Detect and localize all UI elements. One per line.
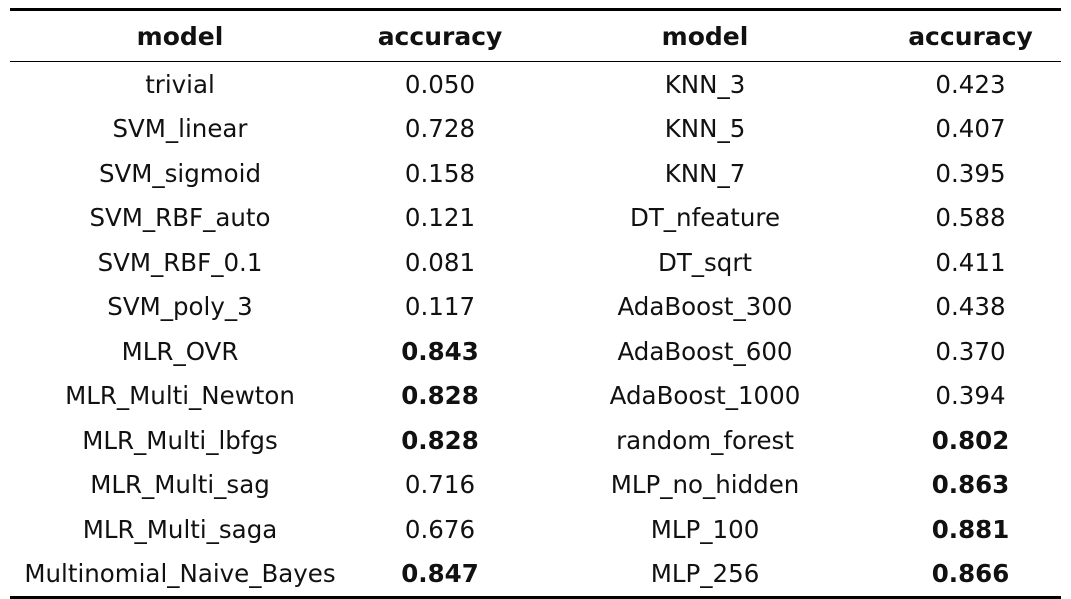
accuracy-cell-right: 0.588 (935, 203, 1006, 233)
table-row: MLR_Multi_Newton 0.828 AdaBoost_1000 0.394 (10, 374, 1061, 419)
header-accuracy-right: accuracy (908, 21, 1033, 51)
model-cell-right: MLP_256 (650, 559, 760, 589)
table-row: MLR_Multi_sag 0.716 MLP_no_hidden 0.863 (10, 463, 1061, 508)
header-model-right: model (661, 21, 749, 51)
accuracy-cell-right: 0.370 (935, 336, 1006, 366)
accuracy-cell-left: 0.050 (404, 69, 476, 99)
accuracy-cell-right: 0.863 (931, 470, 1010, 500)
model-cell-left: SVM_linear (112, 114, 248, 144)
accuracy-cell-left: 0.081 (404, 247, 476, 277)
table-row: MLR_Multi_saga 0.676 MLP_100 0.881 (10, 507, 1061, 552)
table-row: Multinomial_Naive_Bayes 0.847 MLP_256 0.866 (10, 552, 1061, 598)
model-cell-right: KNN_7 (664, 158, 746, 188)
accuracy-cell-right: 0.411 (935, 247, 1006, 277)
model-cell-right: random_forest (616, 425, 794, 455)
table-row: SVM_sigmoid 0.158 KNN_7 0.395 (10, 151, 1061, 196)
accuracy-cell-left: 0.117 (404, 292, 476, 322)
table-row: SVM_linear 0.728 KNN_5 0.407 (10, 107, 1061, 152)
accuracy-cell-right: 0.423 (935, 69, 1006, 99)
accuracy-cell-left: 0.828 (401, 425, 479, 455)
model-cell-right: AdaBoost_600 (617, 336, 793, 366)
accuracy-cell-left: 0.847 (401, 559, 479, 589)
model-cell-left: MLR_OVR (121, 336, 239, 366)
table-row: SVM_poly_3 0.117 AdaBoost_300 0.438 (10, 285, 1061, 330)
model-cell-left: trivial (145, 69, 215, 99)
table-row: SVM_RBF_0.1 0.081 DT_sqrt 0.411 (10, 240, 1061, 285)
table-row: MLR_Multi_lbfgs 0.828 random_forest 0.802 (10, 418, 1061, 463)
accuracy-cell-left: 0.828 (401, 381, 479, 411)
model-cell-left: SVM_sigmoid (98, 158, 262, 188)
table-row: SVM_RBF_auto 0.121 DT_nfeature 0.588 (10, 196, 1061, 241)
model-cell-left: MLR_Multi_Newton (65, 381, 295, 411)
model-cell-left: SVM_RBF_auto (89, 203, 271, 233)
accuracy-cell-left: 0.121 (404, 203, 476, 233)
accuracy-cell-left: 0.158 (404, 158, 476, 188)
results-table: model accuracy model accuracy trivial 0.0… (10, 8, 1061, 599)
accuracy-cell-right: 0.394 (935, 381, 1006, 411)
model-cell-right: KNN_3 (664, 69, 746, 99)
model-cell-left: MLR_Multi_sag (90, 470, 270, 500)
model-cell-right: AdaBoost_300 (617, 292, 793, 322)
model-cell-left: Multinomial_Naive_Bayes (24, 559, 336, 589)
model-cell-left: MLR_Multi_saga (82, 514, 278, 544)
accuracy-cell-right: 0.802 (931, 425, 1010, 455)
accuracy-cell-left: 0.716 (404, 470, 476, 500)
model-cell-left: SVM_poly_3 (107, 292, 253, 322)
accuracy-cell-right: 0.881 (931, 514, 1010, 544)
accuracy-cell-left: 0.728 (404, 114, 476, 144)
table-body: trivial 0.050 KNN_3 0.423 SVM_linear 0.728 KNN… (10, 62, 1061, 598)
header-row: model accuracy model accuracy (10, 9, 1061, 62)
header-accuracy-left: accuracy (377, 21, 503, 51)
model-cell-left: MLR_Multi_lbfgs (82, 425, 278, 455)
model-cell-right: KNN_5 (664, 114, 746, 144)
model-cell-right: DT_sqrt (657, 247, 753, 277)
accuracy-cell-right: 0.395 (935, 158, 1006, 188)
accuracy-cell-right: 0.407 (935, 114, 1006, 144)
table-row: MLR_OVR 0.843 AdaBoost_600 0.370 (10, 329, 1061, 374)
model-cell-right: DT_nfeature (629, 203, 781, 233)
model-cell-left: SVM_RBF_0.1 (97, 247, 263, 277)
accuracy-cell-right: 0.866 (931, 559, 1010, 589)
model-cell-right: MLP_100 (650, 514, 760, 544)
accuracy-cell-right: 0.438 (935, 292, 1006, 322)
table-row: trivial 0.050 KNN_3 0.423 (10, 62, 1061, 107)
model-cell-right: MLP_no_hidden (610, 470, 800, 500)
model-cell-right: AdaBoost_1000 (609, 381, 801, 411)
header-model-left: model (136, 21, 224, 51)
accuracy-cell-left: 0.843 (401, 336, 479, 366)
accuracy-cell-left: 0.676 (404, 514, 476, 544)
